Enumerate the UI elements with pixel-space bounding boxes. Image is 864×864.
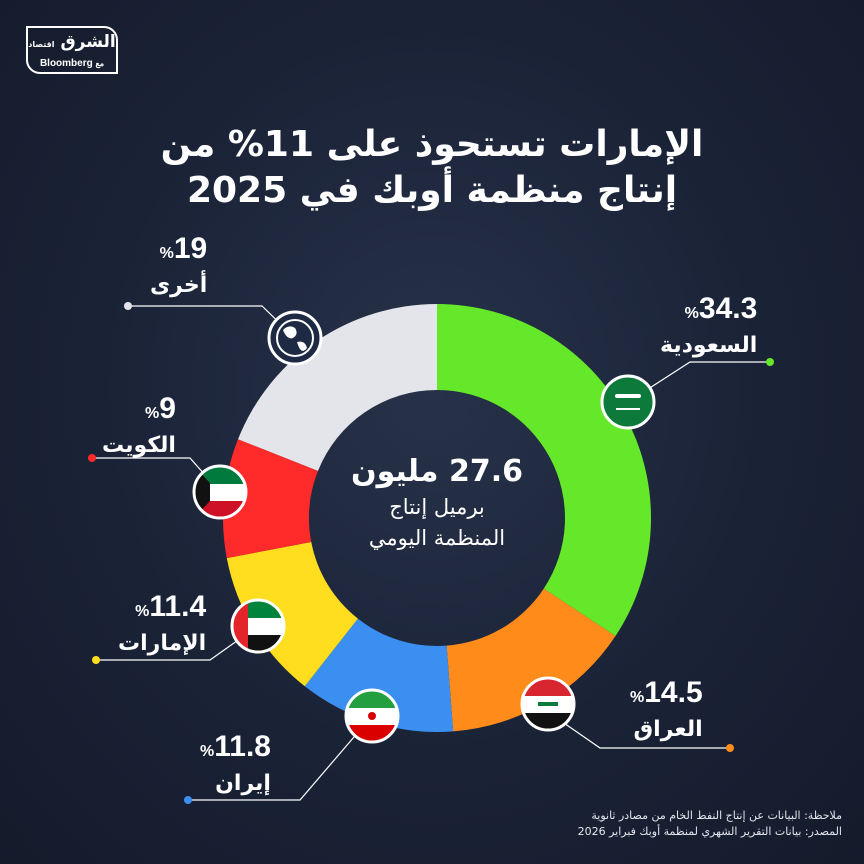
pct-sign: % [630, 689, 645, 706]
globe-icon [267, 310, 323, 366]
source-line: المصدر: بيانات التقرير الشهري لمنظمة أوب… [577, 825, 842, 838]
logo-partner-prefix: مع [95, 59, 105, 68]
pct-sign: % [135, 603, 150, 620]
leader-dot-kuwait [88, 454, 96, 462]
label-iran: %11.8 إيران [200, 730, 271, 799]
pct-sign: % [684, 305, 699, 322]
center-desc-line-2: المنظمة اليومي [368, 526, 506, 550]
category-uae: الإمارات [118, 631, 207, 656]
label-iraq: %14.5 العراق [630, 676, 703, 745]
value-iran: %11.8 [200, 730, 271, 769]
pct-sign: % [200, 743, 215, 760]
flag-uae-icon [230, 598, 286, 654]
chart-title: الإمارات تستحوذ على 11% من إنتاج منظمة أ… [0, 122, 864, 214]
logo-sub: اقتصاد [28, 40, 55, 49]
slice-saudi-arabia [437, 304, 651, 637]
category-others: أخرى [150, 273, 208, 298]
center-value: 27.6 مليون [351, 454, 523, 489]
flag-iran-icon [344, 688, 400, 744]
title-line-2: إنتاج منظمة أوبك في 2025 [186, 170, 678, 211]
center-desc-line-1: برميل إنتاج [389, 495, 485, 519]
note-line: ملاحظة: البيانات عن إنتاج النفط الخام من… [591, 809, 842, 822]
alsharq-bloomberg-logo: الشرق اقتصاد Bloomberg مع [26, 26, 118, 74]
slice-iran [304, 618, 454, 732]
slice-iraq [446, 588, 616, 732]
value-iraq: %14.5 [630, 676, 703, 715]
flag-iraq-icon [520, 676, 576, 732]
category-kuwait: الكويت [102, 433, 176, 458]
value-number: 9 [159, 392, 176, 425]
value-number: 11.8 [214, 730, 271, 763]
label-saudi-arabia: %34.3 السعودية [660, 292, 757, 361]
value-saudi-arabia: %34.3 [660, 292, 758, 331]
leader-dot-saudi-arabia [766, 358, 774, 366]
slice-uae [226, 541, 358, 687]
value-uae: %11.4 [118, 590, 206, 629]
leader-dot-iraq [726, 744, 734, 752]
slice-kuwait [223, 439, 318, 559]
label-kuwait: %9 الكويت [102, 392, 176, 461]
pct-sign: % [145, 405, 160, 422]
category-iraq: العراق [633, 717, 703, 742]
pct-sign: % [159, 245, 174, 262]
value-others: %19 [150, 232, 208, 271]
slice-others [238, 304, 437, 471]
category-saudi-arabia: السعودية [660, 333, 758, 358]
value-number: 14.5 [644, 676, 703, 709]
flag-kuwait-icon [192, 464, 248, 520]
value-number: 19 [173, 232, 208, 265]
label-uae: %11.4 الإمارات [118, 590, 206, 659]
leader-dot-iran [184, 796, 192, 804]
leader-line-iran [188, 715, 373, 801]
leader-dot-others [124, 302, 132, 310]
flag-saudi-arabia-icon [600, 374, 656, 430]
value-kuwait: %9 [102, 392, 176, 431]
center-label: 27.6 مليون برميل إنتاج المنظمة اليومي [312, 452, 562, 554]
logo-name: الشرق اقتصاد [28, 32, 116, 52]
logo-partner: Bloomberg مع [39, 58, 105, 69]
title-line-1: الإمارات تستحوذ على 11% من [160, 124, 704, 165]
label-others: %19 أخرى [150, 232, 207, 301]
value-number: 34.3 [698, 292, 758, 325]
footnote: ملاحظة: البيانات عن إنتاج النفط الخام من… [578, 808, 842, 840]
category-iran: إيران [215, 771, 271, 796]
leader-dot-uae [92, 656, 100, 664]
value-number: 11.4 [149, 590, 207, 623]
